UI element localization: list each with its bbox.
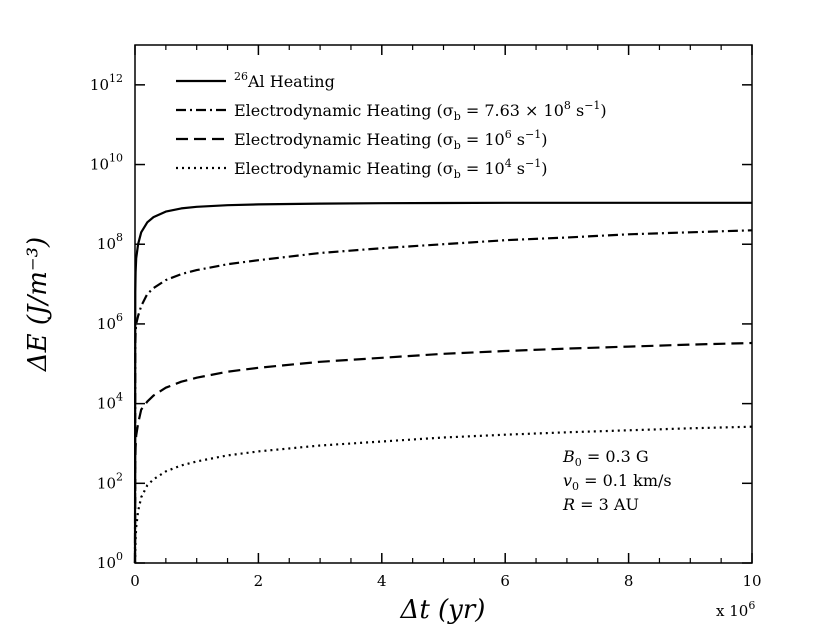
y-tick-exponent: 2 <box>116 470 123 483</box>
y-tick-label: 102 <box>97 470 123 492</box>
y-axis-title: ΔE (J/m⁻³) <box>23 237 53 372</box>
legend-text: s <box>512 159 525 178</box>
legend-superscript: −1 <box>525 157 541 170</box>
series-line-dashed <box>133 341 753 564</box>
y-tick-base: 10 <box>97 315 116 333</box>
legend-label: Electrodynamic Heating (σb = 106 s−1) <box>234 128 547 152</box>
legend-subscript: b <box>454 110 461 123</box>
annotation-subscript: 0 <box>572 480 579 493</box>
y-tick-exponent: 10 <box>109 152 123 165</box>
x-tick-label: 10 <box>742 572 761 590</box>
x-scale-label: x 106 <box>716 599 755 620</box>
annotation-line: R = 3 AU <box>562 495 639 514</box>
y-tick-exponent: 0 <box>116 550 123 563</box>
legend-subscript: b <box>454 168 461 181</box>
y-tick-exponent: 8 <box>116 231 123 244</box>
legend-text: Electrodynamic Heating (σ <box>234 159 454 178</box>
y-tick-base: 10 <box>97 474 116 492</box>
legend-text: ) <box>541 159 547 178</box>
y-tick-base: 10 <box>90 156 109 174</box>
legend-text: ) <box>600 101 606 120</box>
legend-text: = 10 <box>461 130 505 149</box>
legend-text: Electrodynamic Heating (σ <box>234 101 454 120</box>
series-line-dashdot <box>133 229 753 564</box>
x-tick-label: 0 <box>130 572 140 590</box>
y-tick-label: 104 <box>97 391 123 413</box>
annotation-symbol: R <box>562 495 575 514</box>
annotation-value: = 3 AU <box>575 495 639 514</box>
y-tick-base: 10 <box>97 235 116 253</box>
legend-superscript: −1 <box>525 128 541 141</box>
legend-superscript: −1 <box>584 99 600 112</box>
y-tick-exponent: 6 <box>116 311 123 324</box>
legend-label: Electrodynamic Heating (σb = 7.63 × 108 … <box>234 99 607 123</box>
y-tick-label: 1010 <box>90 152 123 174</box>
x-tick-label: 4 <box>377 572 387 590</box>
annotation-line: v0 = 0.1 km/s <box>563 471 672 493</box>
y-tick-label: 100 <box>97 550 123 572</box>
legend-label: Electrodynamic Heating (σb = 104 s−1) <box>234 157 547 181</box>
legend-subscript: b <box>454 139 461 152</box>
legend-superscript: 8 <box>564 99 571 112</box>
series-group <box>133 201 753 564</box>
series-line-dotted <box>133 425 753 564</box>
legend-superscript: 6 <box>505 128 512 141</box>
legend-superscript: 4 <box>505 157 512 170</box>
legend-text: = 10 <box>461 159 505 178</box>
x-tick-label: 8 <box>624 572 634 590</box>
x-tick-labels: 0 2 4 6 8 10 <box>130 572 761 590</box>
y-tick-base: 10 <box>97 554 116 572</box>
legend-text: ) <box>541 130 547 149</box>
y-tick-exponent: 4 <box>116 391 123 404</box>
y-tick-label: 108 <box>97 231 123 253</box>
parameter-annotation: B0 = 0.3 Gv0 = 0.1 km/sR = 3 AU <box>562 447 672 514</box>
series-line-solid <box>133 201 752 564</box>
annotation-subscript: 0 <box>575 456 582 469</box>
y-tick-base: 10 <box>97 395 116 413</box>
legend-superscript: 26 <box>234 70 248 83</box>
x-tick-label: 2 <box>254 572 264 590</box>
axis-ticks <box>134 45 753 564</box>
x-tick-label: 6 <box>500 572 510 590</box>
legend-text: Al Heating <box>247 72 335 91</box>
annotation-value: = 0.3 G <box>582 447 649 466</box>
annotation-symbol: v <box>563 471 572 490</box>
annotation-value: = 0.1 km/s <box>579 471 672 490</box>
legend-text: s <box>571 101 584 120</box>
annotation-symbol: B <box>562 447 575 466</box>
y-tick-label: 106 <box>97 311 123 333</box>
y-tick-exponent: 12 <box>109 72 123 85</box>
legend-text: = 7.63 × 10 <box>461 101 564 120</box>
y-tick-base: 10 <box>90 76 109 94</box>
annotation-line: B0 = 0.3 G <box>562 447 649 469</box>
x-axis-title: Δt (yr) <box>400 595 486 625</box>
legend-label: 26Al Heating <box>234 70 335 91</box>
legend-text: s <box>512 130 525 149</box>
y-tick-label: 1012 <box>90 72 123 94</box>
legend-text: Electrodynamic Heating (σ <box>234 130 454 149</box>
